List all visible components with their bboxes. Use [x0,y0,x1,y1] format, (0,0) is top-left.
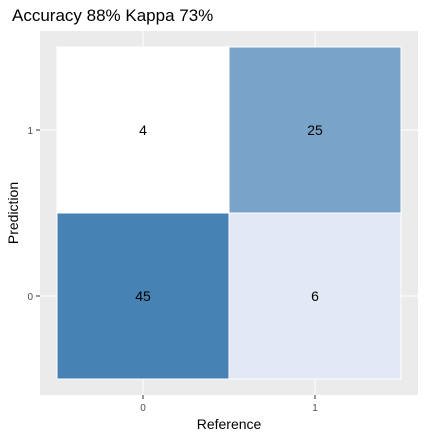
y-tick-label-0: 0 [27,292,33,303]
cell-value-label: 25 [307,122,323,138]
x-axis-title: Reference [197,416,262,432]
heatmap-cells: 4 25 45 6 [56,46,402,380]
heatmap-cell-ref-1-pred-1 [228,46,402,214]
x-tick-label-0: 0 [140,403,146,414]
chart-title: Accuracy 88% Kappa 73% [12,6,213,25]
cell-value-label: 6 [311,288,319,304]
cell-value-label: 4 [139,122,147,138]
heatmap-cell-ref-1-pred-0 [228,212,402,380]
y-axis-title: Prediction [5,182,21,244]
y-tick-label-1: 1 [27,126,33,137]
cell-value-label: 45 [135,288,151,304]
x-tick-label-1: 1 [312,403,318,414]
heatmap-cell-ref-0-pred-0 [56,212,230,380]
axis-ticks: 0 1 0 1 [27,126,318,414]
